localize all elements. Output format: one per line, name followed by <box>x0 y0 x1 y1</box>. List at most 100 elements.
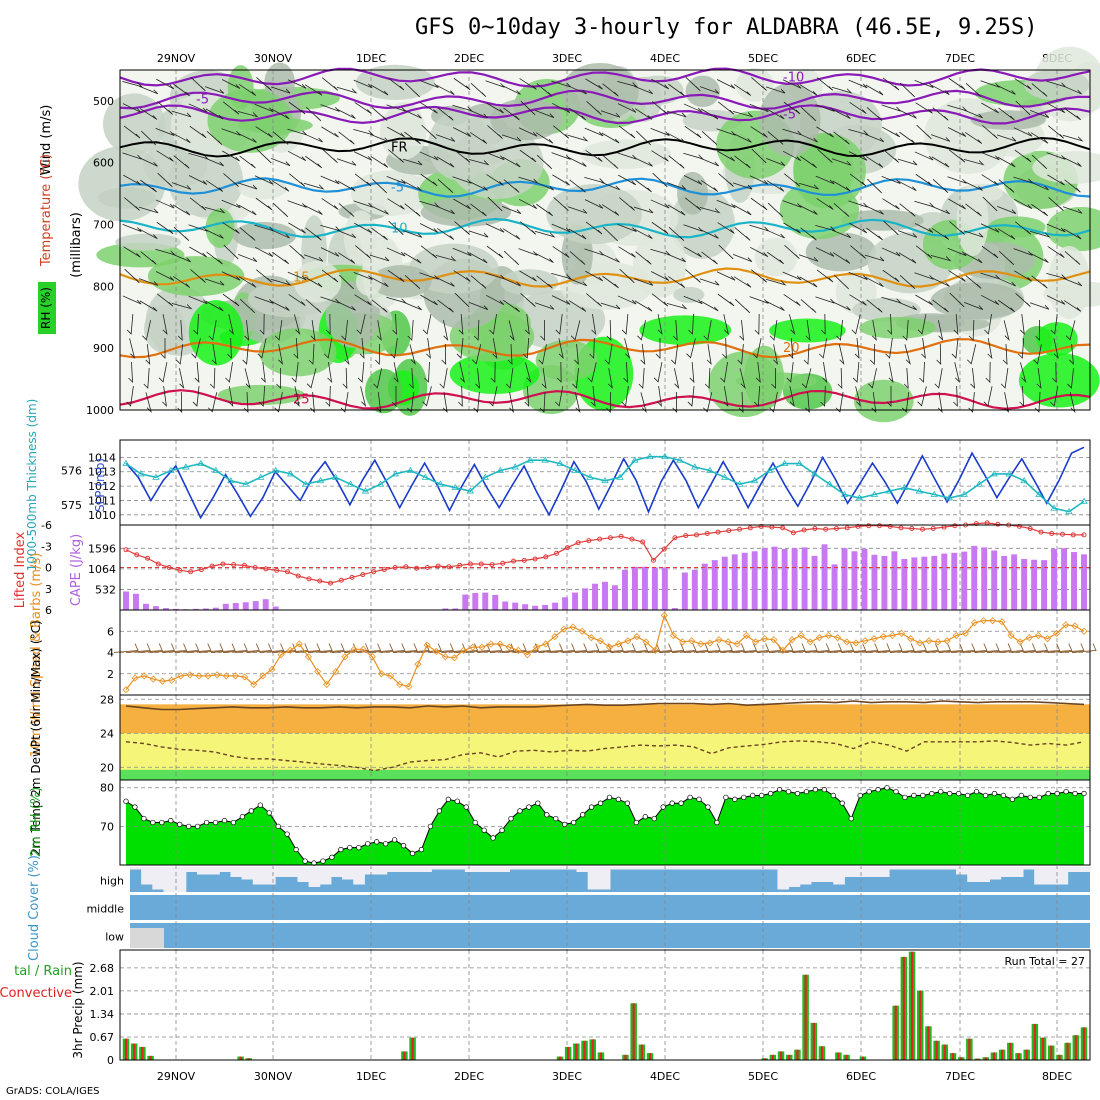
wind-barb <box>932 299 949 313</box>
rh2m-marker <box>964 792 971 799</box>
cape-bar <box>821 544 828 610</box>
wind-barb <box>221 128 241 136</box>
wind-barb <box>737 344 744 365</box>
wind-barb <box>376 392 382 414</box>
li-tick: -3 <box>41 540 52 553</box>
rh-contour <box>970 110 1046 130</box>
wind-barb <box>915 173 933 187</box>
wind-barb <box>404 131 421 145</box>
wind-barb-10m <box>999 643 1024 653</box>
wind-barb <box>754 313 760 335</box>
wind-speed-marker <box>341 653 349 661</box>
wind-barb <box>190 269 206 283</box>
wind-barb <box>337 180 356 192</box>
cape-bar <box>851 551 858 610</box>
thickness-marker <box>780 459 789 467</box>
wind-barb <box>585 270 604 282</box>
wind-barb <box>568 277 588 287</box>
rh2m-marker <box>929 790 935 797</box>
wind-barb <box>916 124 932 140</box>
wind-barb <box>567 206 588 214</box>
pressure-tick: 1000 <box>86 404 114 417</box>
cape-bar <box>711 560 718 610</box>
wind-barb <box>294 386 300 408</box>
cape-bar <box>811 555 818 610</box>
wind-barb <box>188 295 208 305</box>
cloud-high-gap <box>230 867 243 877</box>
rh2m-marker <box>794 790 801 797</box>
precip-conv-bar <box>779 1051 783 1060</box>
wind-barb <box>963 230 984 238</box>
cape-bar <box>751 551 758 610</box>
wind-barb <box>1030 253 1049 263</box>
wind-barb <box>1030 181 1049 191</box>
rh2m-marker <box>839 800 845 806</box>
wind-barb <box>188 224 208 232</box>
upper_air-frame <box>119 69 1091 411</box>
thickness-marker <box>721 473 729 480</box>
wind-barb <box>980 80 1000 88</box>
date-label-bottom: 1DEC <box>356 1070 386 1083</box>
wind-barb-10m <box>780 643 806 653</box>
wind-speed-marker <box>998 618 1006 626</box>
wind-barb-10m <box>647 643 673 653</box>
cape-bar <box>901 559 908 610</box>
rh-legend-swatch <box>38 282 56 334</box>
date-label-top: 30NOV <box>254 52 293 65</box>
lifted-index-label: Lifted Index <box>13 531 28 608</box>
rh2m-marker <box>732 796 738 802</box>
precip-conv-bar <box>927 1026 930 1060</box>
li-marker <box>317 578 323 584</box>
wind-barb <box>900 82 915 98</box>
cape-bar <box>572 592 579 610</box>
wind-barb <box>655 338 661 359</box>
wind-speed-marker <box>1080 627 1088 635</box>
cloud-high-gap <box>621 867 633 870</box>
wind-barb <box>206 131 223 145</box>
wind-barb <box>864 254 885 262</box>
wind-barb <box>227 337 232 359</box>
wind-speed-marker <box>742 631 750 640</box>
wind-barb <box>936 343 942 365</box>
wind-barb <box>901 392 910 413</box>
wind-barb <box>650 271 670 281</box>
wind-barb <box>822 362 828 384</box>
cloud-high-gap <box>788 867 801 887</box>
wind-barb <box>173 83 190 97</box>
wind-barb <box>1063 85 1082 95</box>
slp-label: SLP (mb) <box>93 458 107 512</box>
wind-barb <box>619 197 635 211</box>
cape-bar <box>532 605 539 610</box>
wind-speed-marker <box>724 638 732 646</box>
wind-barb <box>452 247 472 257</box>
wind-barb <box>360 386 367 408</box>
rh2m-marker <box>606 794 613 801</box>
wind-barb <box>953 385 958 407</box>
wind-barb <box>968 319 975 341</box>
wind-barb <box>320 104 340 112</box>
wind-barb <box>271 158 291 166</box>
temp-tick: 20 <box>100 761 114 774</box>
wind-barb <box>289 245 305 259</box>
wind-barb <box>223 173 239 187</box>
rh2m-marker <box>562 821 568 828</box>
wind-speed-marker <box>478 643 486 651</box>
cape-bar <box>921 556 928 610</box>
wind-barb <box>953 314 959 336</box>
rh2m-marker <box>302 858 308 864</box>
li-marker <box>866 523 872 529</box>
wind-barb-10m <box>683 643 709 653</box>
wind-barb <box>755 362 761 384</box>
wind-barb <box>287 200 307 208</box>
wind-barb <box>519 270 537 282</box>
rh2m-marker <box>159 819 165 826</box>
wind-barb-10m <box>853 643 879 653</box>
wind-barb <box>1031 275 1048 289</box>
wind-barb <box>1048 197 1064 211</box>
wind-barb-10m <box>865 643 891 653</box>
wind-barb <box>1046 273 1067 280</box>
isotherm-label: -5 <box>391 180 404 195</box>
wind-barb <box>406 392 415 413</box>
cloud-high-gap <box>989 867 1002 880</box>
